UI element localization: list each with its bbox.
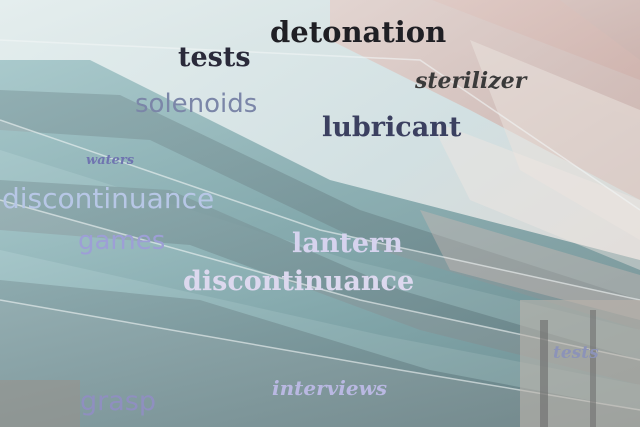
word-detonation: detonation [270,15,447,49]
word-lubricant: lubricant [322,112,462,143]
word-games: games [78,226,166,256]
word-grasp: grasp [80,386,156,417]
word-tests: tests [178,42,251,73]
word-waters: waters [86,153,135,168]
word-sterilizer: sterilizer [415,68,527,94]
word-lantern: lantern [292,228,403,259]
word-discontinuance-top: discontinuance [2,182,215,215]
word-tests-small: tests [553,343,599,363]
word-discontinuance-mid: discontinuance [183,266,415,297]
word-solenoids: solenoids [135,89,258,119]
word-interviews: interviews [272,376,388,400]
